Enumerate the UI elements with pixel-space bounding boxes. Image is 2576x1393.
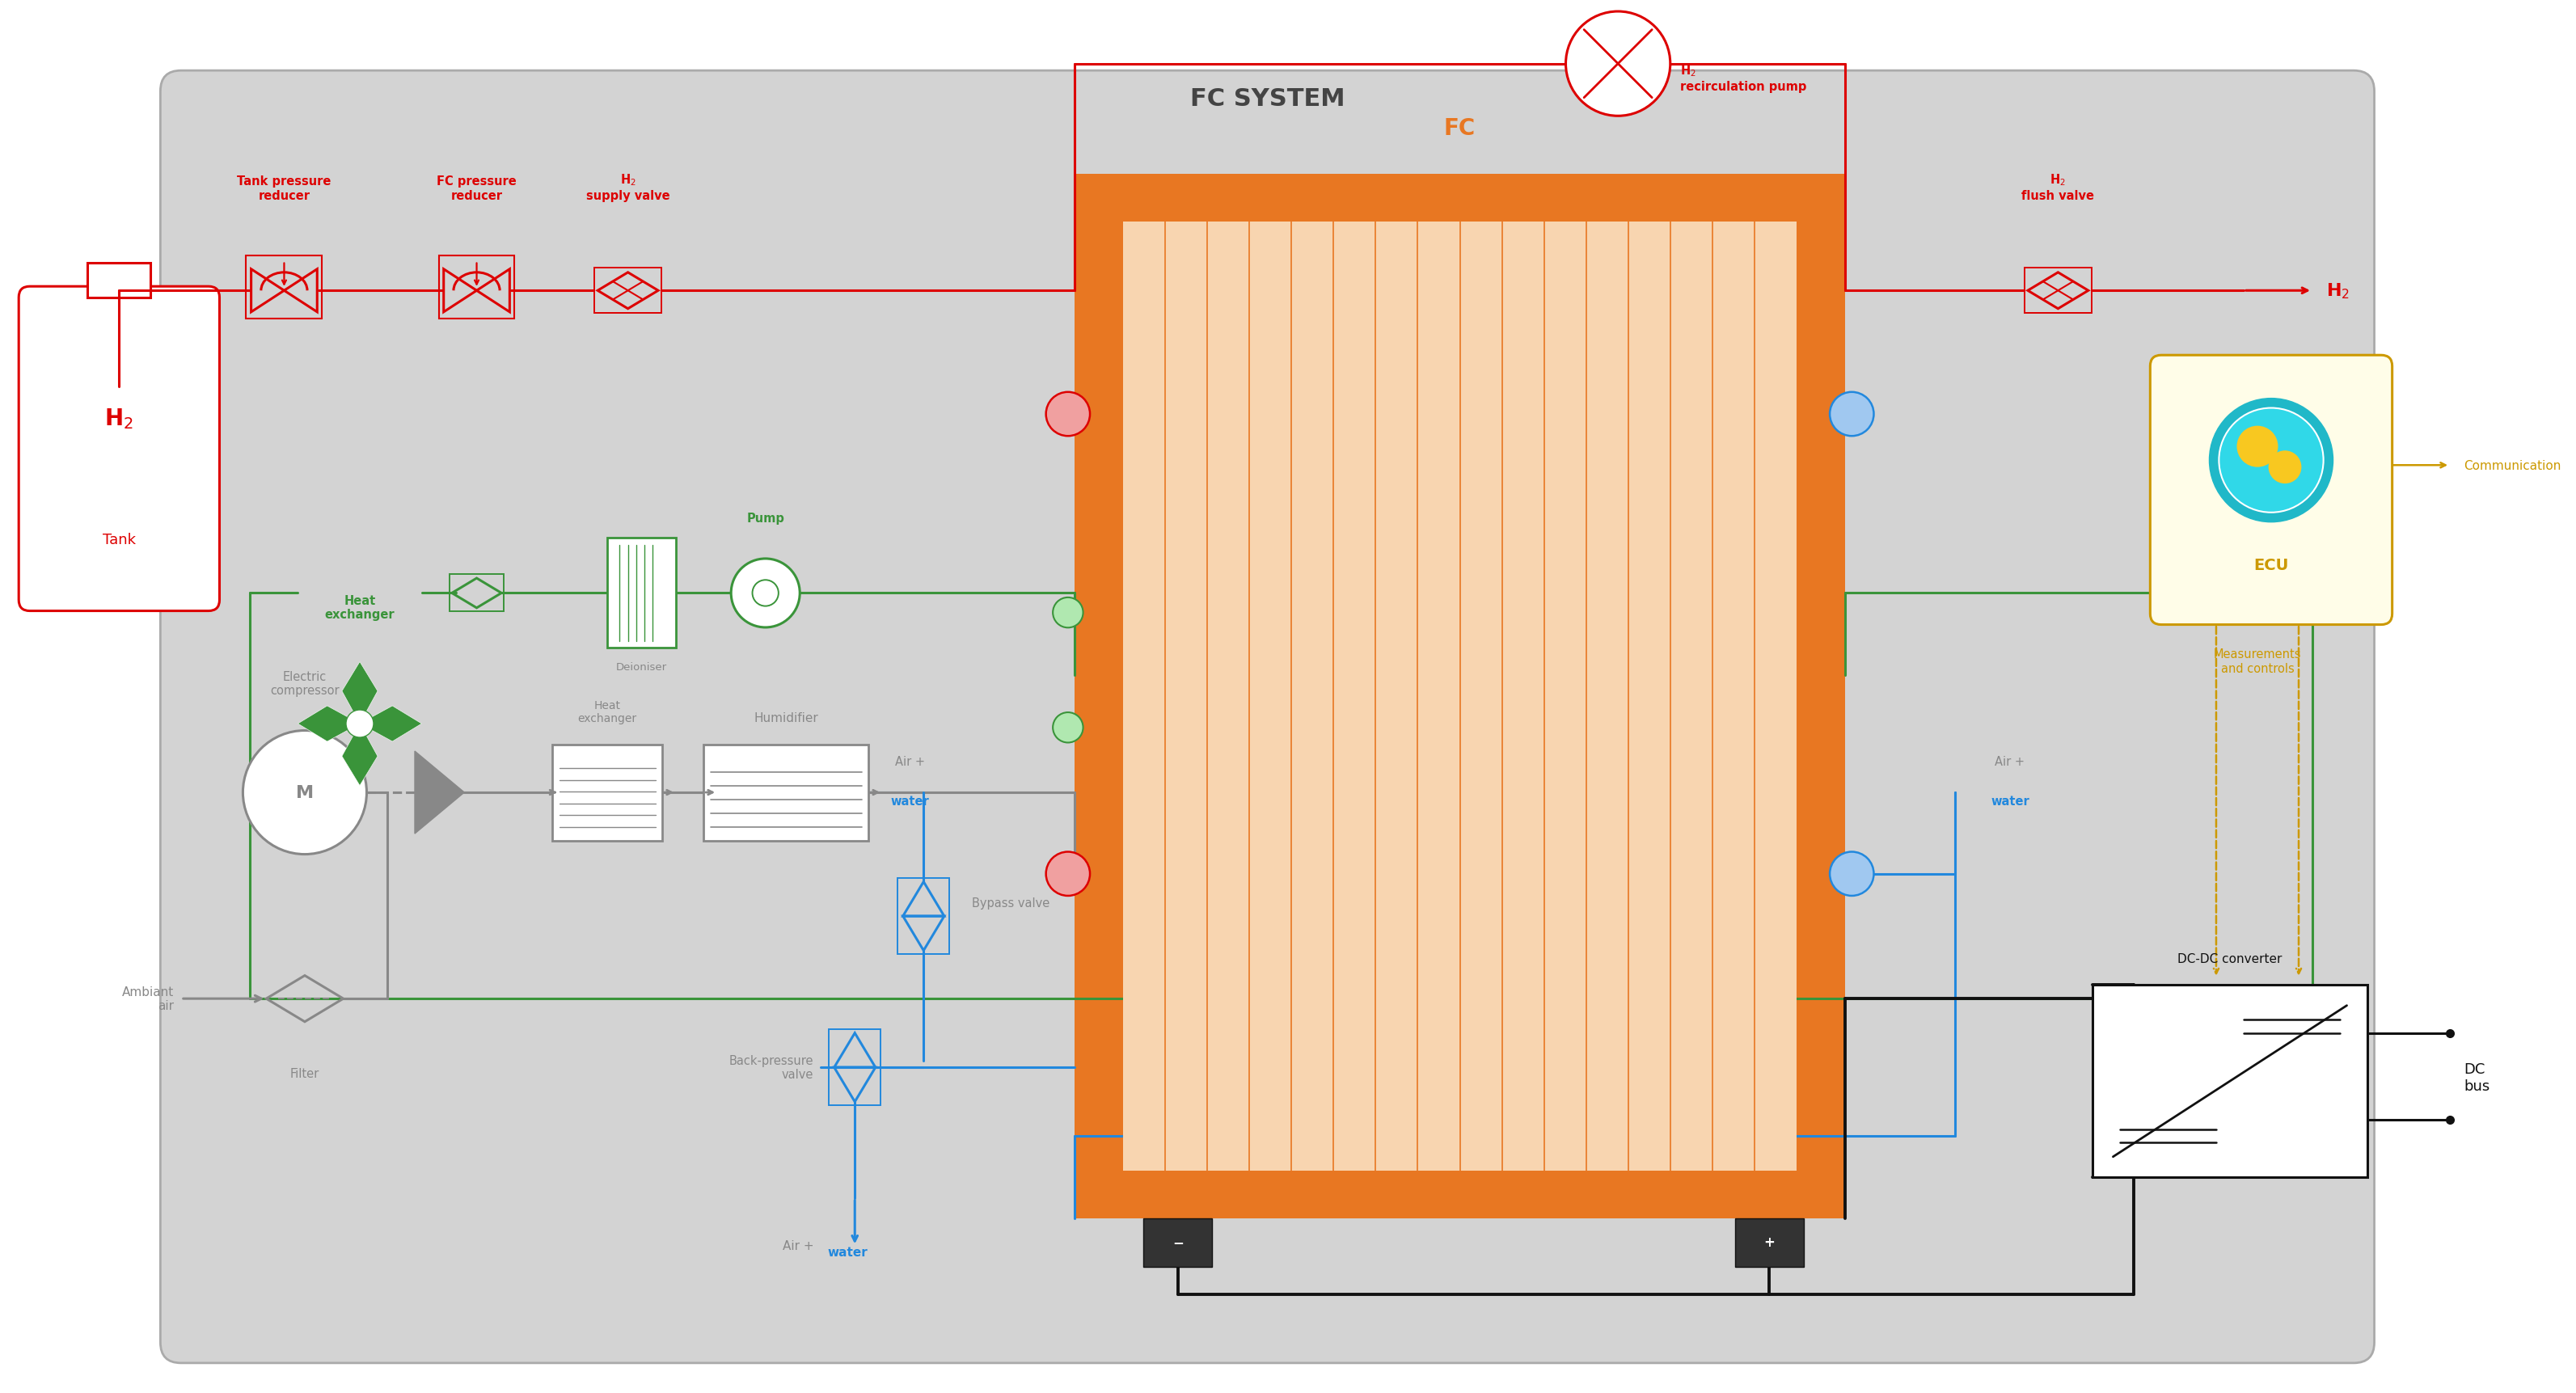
Bar (608, 539, 675, 648)
Text: H$_2$
recirculation pump: H$_2$ recirculation pump (1680, 64, 1806, 93)
Bar (2092, 985, 2367, 1177)
Text: Heat
exchanger: Heat exchanger (325, 595, 394, 621)
Circle shape (242, 731, 366, 854)
Bar (247, 256, 322, 319)
Bar (2025, 269, 2092, 313)
Circle shape (752, 581, 778, 606)
Bar (1123, 223, 1798, 1170)
Text: −: − (1172, 1234, 1182, 1250)
FancyBboxPatch shape (160, 71, 2375, 1362)
Text: Air +: Air + (894, 756, 925, 768)
Text: Communication: Communication (2463, 460, 2561, 472)
Bar (899, 879, 951, 954)
Text: +: + (1765, 1234, 1775, 1250)
Text: Measurements
and controls: Measurements and controls (2213, 648, 2300, 674)
Text: H$_2$: H$_2$ (2326, 281, 2349, 301)
Text: water: water (827, 1247, 868, 1258)
Bar (448, 575, 505, 612)
Text: Air +: Air + (1994, 756, 2025, 768)
Circle shape (2269, 451, 2300, 483)
Text: H$_2$: H$_2$ (106, 407, 134, 430)
Text: FC: FC (1445, 117, 1476, 139)
FancyBboxPatch shape (2151, 355, 2393, 625)
Text: FC SYSTEM: FC SYSTEM (1190, 86, 1345, 110)
Bar (551, 745, 662, 841)
Circle shape (1054, 713, 1082, 742)
Polygon shape (415, 751, 464, 834)
Circle shape (1829, 393, 1873, 436)
Text: Ambiant
air: Ambiant air (121, 986, 175, 1011)
Polygon shape (299, 706, 361, 742)
Circle shape (2210, 398, 2334, 522)
Text: Bypass valve: Bypass valve (971, 897, 1048, 908)
Bar (1144, 1219, 1213, 1266)
Polygon shape (343, 724, 379, 786)
Text: H$_2$
flush valve: H$_2$ flush valve (2022, 173, 2094, 202)
Circle shape (1829, 853, 1873, 896)
Circle shape (2218, 408, 2324, 513)
Polygon shape (361, 706, 422, 742)
Text: FC pressure
reducer: FC pressure reducer (438, 176, 518, 202)
Text: Pump: Pump (747, 513, 783, 525)
Text: Deioniser: Deioniser (616, 662, 667, 673)
Text: DC
bus: DC bus (2463, 1061, 2491, 1094)
Circle shape (1566, 13, 1669, 117)
Bar (88, 263, 152, 298)
Bar (703, 745, 868, 841)
Circle shape (2236, 426, 2277, 468)
Text: Back-pressure
valve: Back-pressure valve (729, 1055, 814, 1081)
Circle shape (345, 710, 374, 738)
Text: Tank: Tank (103, 532, 137, 547)
Text: H$_2$
supply valve: H$_2$ supply valve (585, 173, 670, 202)
Polygon shape (343, 662, 379, 724)
Text: water: water (1991, 795, 2030, 808)
Text: Heat
exchanger: Heat exchanger (577, 699, 636, 724)
Text: Humidifier: Humidifier (755, 712, 819, 724)
Text: Filter: Filter (291, 1067, 319, 1080)
Text: Electric
compressor: Electric compressor (270, 670, 340, 696)
Circle shape (1046, 853, 1090, 896)
Text: water: water (891, 795, 930, 808)
FancyBboxPatch shape (18, 287, 219, 612)
Text: DC-DC converter: DC-DC converter (2177, 953, 2282, 964)
Text: ECU: ECU (2254, 557, 2287, 573)
Bar (1074, 174, 1844, 1219)
Circle shape (1054, 598, 1082, 628)
Text: Air +: Air + (783, 1240, 814, 1251)
Bar (1734, 1219, 1803, 1266)
Bar (595, 269, 662, 313)
Bar (829, 1029, 881, 1105)
Circle shape (732, 559, 799, 628)
Text: M: M (296, 784, 314, 801)
Bar (438, 256, 515, 319)
Text: Tank pressure
reducer: Tank pressure reducer (237, 176, 332, 202)
Circle shape (1046, 393, 1090, 436)
